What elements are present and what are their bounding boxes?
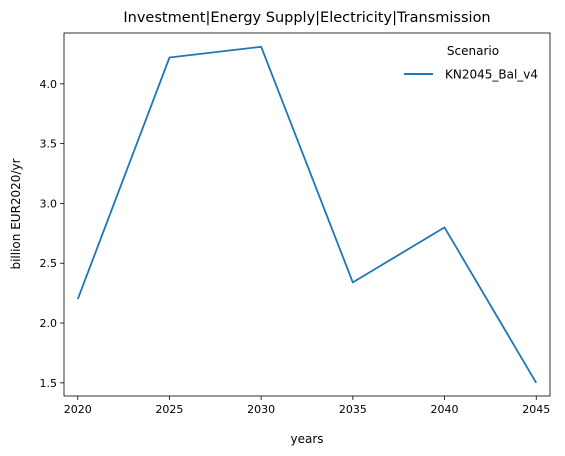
legend: Scenario KN2045_Bal_v4 [404, 44, 538, 82]
x-tick-label: 2020 [64, 403, 92, 416]
x-tick-label: 2035 [339, 403, 367, 416]
x-tick-label: 2025 [155, 403, 183, 416]
x-tick-label: 2045 [522, 403, 550, 416]
chart-title: Investment|Energy Supply|Electricity|Tra… [123, 10, 490, 26]
y-tick-label: 3.5 [40, 138, 58, 151]
plot-area [63, 32, 551, 397]
x-tick-label: 2030 [247, 403, 275, 416]
legend-label: KN2045_Bal_v4 [445, 68, 538, 82]
x-tick-label: 2040 [431, 403, 459, 416]
y-axis-label: billion EUR2020/yr [9, 158, 23, 269]
y-tick-label: 1.5 [40, 377, 58, 390]
series-group [76, 45, 537, 384]
y-tick-label: 2.0 [40, 317, 58, 330]
x-axis-label: years [290, 432, 323, 446]
y-tick-label: 2.5 [40, 257, 58, 270]
y-tick-label: 4.0 [40, 78, 58, 91]
legend-title: Scenario [447, 44, 499, 58]
y-axis: 1.5 2.0 2.5 3.0 3.5 4.0 [40, 78, 64, 390]
y-tick-label: 3.0 [40, 197, 58, 210]
x-axis: 2020 2025 2030 2035 2040 2045 [64, 396, 550, 416]
series-line [76, 45, 537, 384]
